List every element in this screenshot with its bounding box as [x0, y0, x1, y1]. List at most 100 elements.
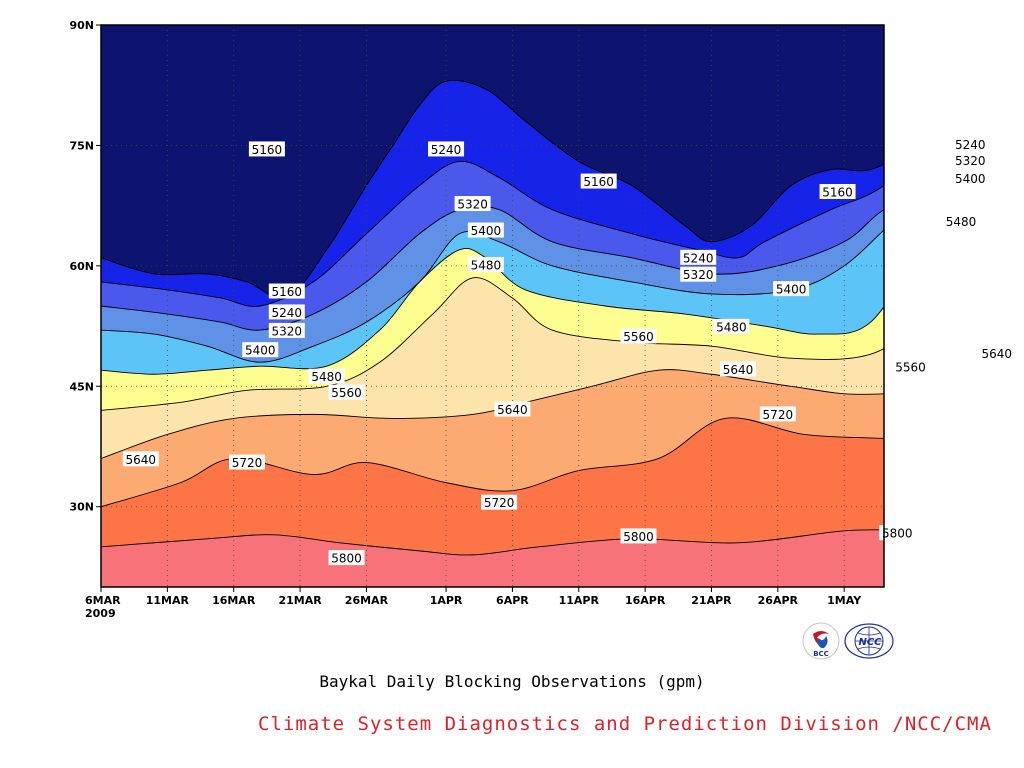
svg-text:5800: 5800 — [623, 530, 654, 544]
contour-label: 5480 — [308, 368, 345, 384]
svg-text:5400: 5400 — [776, 283, 807, 297]
y-tick-label: 60N — [69, 260, 94, 273]
contour-label: 5400 — [773, 281, 810, 297]
contour-label: 5800 — [879, 525, 916, 541]
svg-text:5560: 5560 — [895, 361, 926, 375]
svg-text:5320: 5320 — [457, 198, 488, 212]
svg-text:5320: 5320 — [955, 154, 986, 168]
contour-label: 5320 — [952, 152, 989, 168]
svg-text:5400: 5400 — [471, 224, 502, 238]
svg-text:5640: 5640 — [126, 453, 157, 467]
band-5800 — [101, 529, 884, 587]
svg-text:5560: 5560 — [623, 330, 654, 344]
contour-label: 5480 — [713, 318, 750, 334]
contour-line-5480 — [101, 247, 884, 375]
svg-text:5400: 5400 — [245, 344, 276, 358]
x-tick-label: 11APR — [559, 594, 600, 607]
svg-text:5720: 5720 — [484, 496, 515, 510]
contour-label: 5320 — [268, 322, 305, 338]
contour-label: 5160 — [248, 141, 285, 157]
contour-chart: 5160 5240 5160 5160 5240 5320 5400 5160 5320 5400… — [69, 19, 1015, 620]
svg-text:5240: 5240 — [683, 251, 714, 265]
svg-text:5560: 5560 — [331, 386, 362, 400]
svg-text:5480: 5480 — [311, 370, 342, 384]
chart-caption: Baykal Daily Blocking Observations (gpm) — [319, 672, 705, 691]
contour-line-5720 — [101, 417, 884, 508]
x-tick-label: 21MAR — [278, 594, 322, 607]
contour-label: 5320 — [680, 266, 717, 282]
svg-text:BCC: BCC — [813, 650, 829, 658]
y-tick-label: 45N — [69, 380, 94, 393]
svg-text:5720: 5720 — [763, 408, 794, 422]
x-axis: 6MAR 11MAR 16MAR 21MAR 26MAR 1APR 6APR 11APR 16A… — [85, 587, 862, 620]
svg-text:5640: 5640 — [497, 403, 528, 417]
svg-text:5240: 5240 — [955, 138, 986, 152]
contour-label: 5240 — [268, 304, 305, 320]
bcc-logo: BCC — [802, 622, 840, 660]
y-tick-label: 90N — [69, 19, 94, 32]
x-tick-label: 6APR — [496, 594, 529, 607]
svg-text:5640: 5640 — [982, 347, 1013, 361]
svg-text:5480: 5480 — [716, 320, 747, 334]
contour-label: 5240 — [680, 249, 717, 265]
contour-label: 5160 — [580, 173, 617, 189]
contour-label: 5320 — [454, 196, 491, 212]
x-tick-label: 16APR — [625, 594, 666, 607]
svg-text:5480: 5480 — [471, 259, 502, 273]
x-tick-label: 1MAY — [827, 594, 862, 607]
contour-label: 5160 — [268, 283, 305, 299]
x-tick-label: 26APR — [758, 594, 799, 607]
x-tick-label: 26MAR — [345, 594, 389, 607]
contour-label: 5160 — [819, 183, 856, 199]
svg-text:5400: 5400 — [955, 172, 986, 186]
svg-text:5480: 5480 — [946, 215, 977, 229]
svg-text:5160: 5160 — [252, 143, 283, 157]
x-year-label: 2009 — [85, 607, 116, 620]
contour-labels: 5160 5240 5160 5160 5240 5320 5400 5160 5320 5400… — [122, 136, 1015, 566]
contour-line-5560 — [101, 277, 884, 411]
contour-label: 5400 — [467, 222, 504, 238]
y-tick-label: 30N — [69, 501, 94, 514]
svg-text:5320: 5320 — [683, 268, 714, 282]
svg-text:5640: 5640 — [723, 363, 754, 377]
svg-text:NCC: NCC — [858, 637, 882, 648]
contour-line-5640 — [101, 369, 884, 459]
contour-label: 5640 — [720, 361, 757, 377]
svg-text:5720: 5720 — [232, 456, 263, 470]
svg-text:5800: 5800 — [882, 527, 913, 541]
contour-label: 5240 — [952, 136, 989, 152]
contour-label: 5640 — [494, 401, 531, 417]
y-tick-label: 75N — [69, 139, 94, 152]
contour-line-5800 — [101, 529, 884, 556]
x-tick-label: 1APR — [430, 594, 463, 607]
x-tick-label: 11MAR — [146, 594, 190, 607]
contour-label: 5480 — [942, 213, 979, 229]
contour-label: 5800 — [620, 528, 657, 544]
grid-lines — [101, 25, 884, 587]
x-tick-label: 6MAR — [85, 594, 121, 607]
ncc-logo: NCC — [844, 623, 894, 659]
contour-fills — [101, 25, 884, 587]
contour-label: 5560 — [620, 328, 657, 344]
contour-line-5400 — [101, 229, 884, 363]
svg-text:5160: 5160 — [583, 175, 614, 189]
contour-label: 5400 — [242, 342, 279, 358]
svg-text:5240: 5240 — [431, 143, 462, 157]
contour-label: 5560 — [328, 384, 365, 400]
x-tick-label: 16MAR — [212, 594, 256, 607]
contour-label: 5640 — [122, 451, 159, 467]
credit-line: Climate System Diagnostics and Predictio… — [258, 713, 992, 735]
svg-text:5160: 5160 — [272, 285, 303, 299]
plot-frame — [100, 24, 885, 588]
contour-label: 5800 — [328, 550, 365, 566]
svg-text:5160: 5160 — [822, 185, 853, 199]
contour-label: 5400 — [952, 170, 989, 186]
svg-text:5320: 5320 — [272, 324, 303, 338]
contour-label: 5560 — [892, 359, 929, 375]
contour-label: 5720 — [759, 406, 796, 422]
y-axis: 90N 75N 60N 45N 30N — [69, 19, 101, 514]
contour-label: 5240 — [428, 141, 465, 157]
contour-label: 5640 — [978, 345, 1015, 361]
contour-label: 5720 — [481, 494, 518, 510]
x-tick-label: 21APR — [691, 594, 732, 607]
